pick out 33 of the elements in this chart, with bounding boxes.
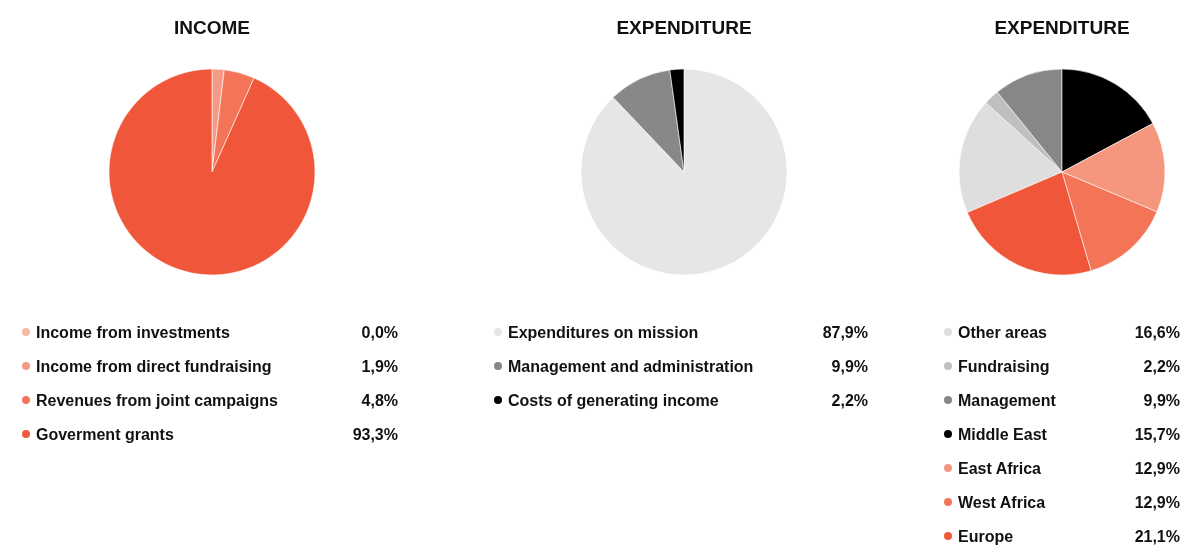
data-label: 4,8% — [361, 392, 398, 409]
data-label: 12,9% — [1134, 494, 1180, 511]
text: 0,0% — [361, 324, 398, 341]
chart-title: EXPENDITURE — [616, 17, 752, 38]
data-label: 2,2% — [831, 392, 868, 409]
data-label: 12,9% — [1134, 460, 1180, 477]
legend-label: Other areas — [958, 324, 1048, 341]
legend-label: Europe — [958, 528, 1014, 545]
legend-label: Income from investments — [36, 324, 230, 341]
chart-title: EXPENDITURE — [994, 17, 1130, 38]
chart-title: INCOME — [174, 17, 250, 38]
data-label: 9,9% — [831, 358, 868, 375]
data-label: 16,6% — [1134, 324, 1180, 341]
data-label: 87,9% — [822, 324, 868, 341]
legend-label: West Africa — [958, 494, 1046, 511]
legend-label: Revenues from joint campaigns — [36, 392, 278, 409]
legend-label: Management and administration — [508, 358, 754, 375]
legend-label: Goverment grants — [36, 426, 174, 443]
legend-label: Management — [958, 392, 1057, 409]
legend-label: Fundraising — [958, 358, 1050, 375]
data-label: 93,3% — [352, 426, 398, 443]
legend-label: Expenditures on mission — [508, 324, 699, 341]
data-label: 2,2% — [1143, 358, 1180, 375]
legend-label: Costs of generating income — [508, 392, 719, 409]
pie-slice — [580, 68, 788, 276]
legend-label: Middle East — [958, 426, 1048, 443]
data-label: 21,1% — [1134, 528, 1180, 545]
data-label: 1,9% — [361, 358, 398, 375]
data-label: 15,7% — [1134, 426, 1180, 443]
data-label: 9,9% — [1143, 392, 1180, 409]
pie-slice — [108, 68, 316, 276]
legend-label: Income from direct fundraising — [36, 358, 272, 375]
legend-label: East Africa — [958, 460, 1042, 477]
